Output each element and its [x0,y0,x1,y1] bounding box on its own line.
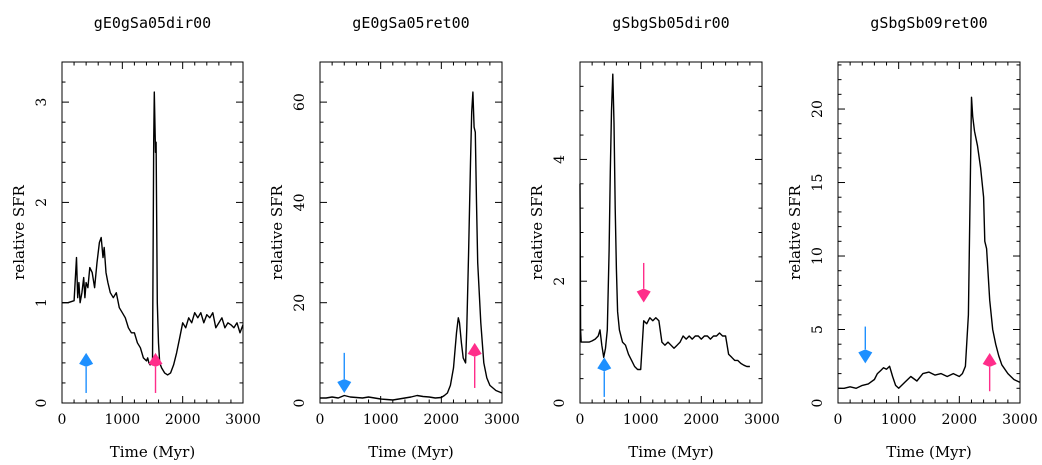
y-tick-label: 20 [292,294,308,312]
x-tick-label: 0 [58,412,67,428]
x-tick-label: 0 [316,412,325,428]
y-tick-label: 5 [810,325,826,334]
y-tick-label: 20 [810,100,826,118]
x-tick-label: 3000 [225,412,261,428]
plot-frame [579,61,763,404]
y-axis-label: relative SFR [10,184,28,279]
y-tick-label: 1 [34,298,50,307]
blue-arrow-up [597,357,612,397]
y-tick-label: 10 [810,247,826,265]
y-tick-label: 0 [552,399,568,408]
pink-arrow-up [982,353,997,392]
x-tick-label: 3000 [1002,412,1038,428]
arrow-head [636,288,651,303]
x-tick-label: 1000 [105,412,141,428]
chart-title: gE0gSa05dir00 [94,14,211,32]
y-tick-label: 2 [34,198,50,207]
arrow-head [148,352,163,367]
sfr-series-line [579,73,750,371]
blue-arrow-down [337,352,352,393]
pink-arrow-down [636,262,651,303]
arrow-head [858,349,873,364]
x-tick-label: 1000 [363,412,399,428]
y-tick-label: 4 [552,155,568,164]
arrow-head [597,357,612,372]
sfr-series-line [838,96,1021,389]
x-axis-label: Time (Myr) [628,443,713,461]
chart-title: gSbgSb05dir00 [612,14,729,32]
x-tick-label: 0 [834,412,843,428]
y-tick-label: 40 [292,193,308,211]
sfr-series-line [320,91,503,401]
x-tick-label: 3000 [744,412,780,428]
arrow-head [79,352,94,367]
chart-panel-4: gSbgSb09ret00 0 1000 2000 3000 0 5 10 15 20 Time (… [786,14,1038,461]
y-tick-label: 0 [34,399,50,408]
chart-title: gE0gSa05ret00 [352,14,469,32]
plot-frame [61,61,244,404]
y-tick-label: 0 [810,399,826,408]
plot-frame [837,61,1021,404]
blue-arrow-up [79,352,94,393]
x-tick-label: 0 [576,412,585,428]
blue-arrow-down [858,326,873,364]
chart-title: gSbgSb09ret00 [870,14,987,32]
x-tick-label: 2000 [942,412,978,428]
chart-panel-3: gSbgSb05dir00 0 1000 2000 3000 0 2 4 Time (Myr) r… [528,14,780,461]
y-axis-label: relative SFR [268,184,286,279]
x-tick-label: 1000 [623,412,659,428]
pink-arrow-up [467,342,482,388]
y-tick-label: 2 [552,277,568,286]
x-tick-label: 2000 [424,412,460,428]
y-tick-label: 0 [292,399,308,408]
arrow-head [337,378,352,393]
sfr-series-line [62,91,244,376]
arrow-head [467,342,482,357]
x-axis-label: Time (Myr) [110,443,195,461]
x-tick-label: 3000 [484,412,520,428]
arrow-head [982,353,997,368]
x-axis-label: Time (Myr) [368,443,453,461]
y-tick-label: 60 [292,93,308,111]
y-axis-label: relative SFR [786,184,804,279]
x-tick-label: 1000 [881,412,917,428]
chart-panel-1: gE0gSa05dir00 0 1000 2000 3000 0 1 2 3 Time (Myr)… [10,14,261,461]
x-axis-label: Time (Myr) [886,443,971,461]
chart-panel-2: gE0gSa05ret00 0 1000 2000 3000 0 20 40 60 Time (M… [268,14,520,461]
y-tick-label: 3 [34,98,50,107]
y-tick-label: 15 [810,174,826,192]
pink-arrow-up [148,352,163,393]
x-tick-label: 2000 [165,412,201,428]
y-axis-label: relative SFR [528,184,546,279]
plot-frame [319,61,503,404]
x-tick-label: 2000 [684,412,720,428]
